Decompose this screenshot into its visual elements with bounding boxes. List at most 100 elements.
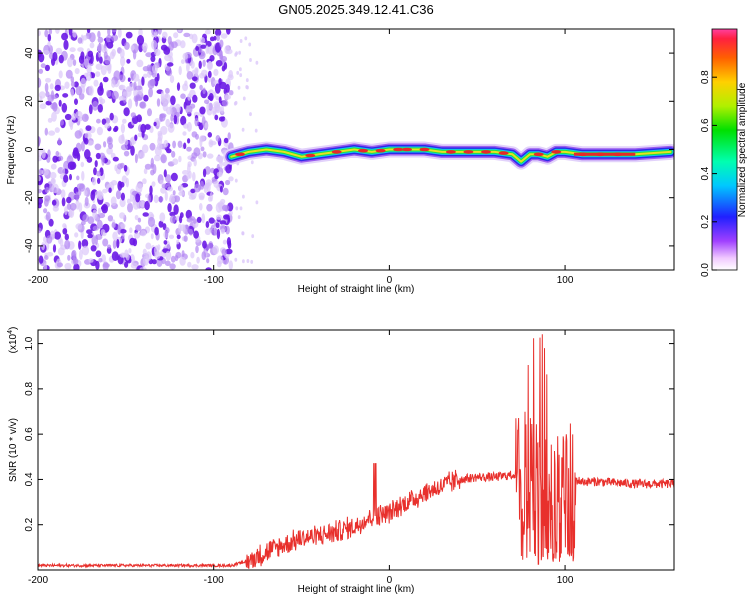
noise-point: [146, 70, 152, 78]
noise-point: [219, 220, 227, 225]
noise-point: [74, 232, 79, 238]
noise-point: [224, 94, 231, 100]
noise-point: [217, 255, 224, 265]
noise-point: [136, 59, 144, 68]
noise-point: [118, 134, 125, 144]
noise-point: [215, 222, 220, 229]
ridge-hotspot: [358, 148, 368, 153]
noise-point: [41, 168, 49, 176]
noise-point: [141, 42, 148, 51]
noise-point: [222, 239, 227, 245]
signal-ridge: [223, 141, 674, 170]
noise-point: [85, 133, 89, 139]
noise-point: [190, 188, 196, 194]
noise-point: [48, 29, 53, 35]
noise-point: [124, 249, 129, 258]
noise-point: [199, 84, 203, 91]
noise-point: [65, 69, 73, 79]
colorbar-tick-label: 0.2: [700, 214, 711, 228]
noise-point: [199, 72, 205, 79]
noise-point: [183, 235, 188, 243]
noise-point: [153, 121, 157, 127]
noise-point: [216, 171, 223, 178]
noise-point: [187, 138, 191, 144]
noise-point: [106, 246, 112, 254]
noise-point: [226, 29, 231, 35]
noise-point: [120, 123, 125, 134]
noise-point: [103, 141, 107, 148]
noise-point: [124, 139, 129, 146]
noise-point: [182, 224, 186, 234]
noise-point: [120, 56, 126, 67]
noise-point: [74, 68, 80, 75]
noise-point: [95, 71, 101, 77]
colorbar-tick-label: 0.6: [700, 118, 711, 132]
noise-point: [130, 145, 135, 156]
noise-point: [54, 231, 61, 240]
noise-point: [119, 229, 127, 234]
noise-point: [215, 95, 220, 101]
noise-point: [82, 214, 90, 223]
noise-point: [75, 110, 83, 119]
noise-point: [143, 73, 148, 79]
noise-point: [110, 180, 118, 186]
noise-point: [208, 241, 214, 250]
noise-point: [38, 227, 42, 234]
noise-point: [127, 202, 133, 213]
y-tick-label: 0.2: [24, 517, 35, 531]
noise-point: [67, 161, 75, 170]
noise-point: [237, 215, 241, 220]
noise-point: [242, 259, 245, 264]
noise-point: [215, 135, 221, 142]
noise-point: [96, 43, 104, 52]
noise-point: [54, 84, 61, 92]
noise-point: [211, 230, 216, 236]
noise-point: [241, 231, 245, 236]
noise-point: [169, 215, 176, 224]
noise-point: [126, 58, 131, 64]
noise-point: [220, 105, 225, 114]
noise-point: [86, 156, 93, 163]
noise-point: [149, 142, 156, 151]
noise-point: [130, 112, 136, 118]
noise-point: [206, 102, 210, 112]
noise-point: [186, 71, 193, 80]
noise-point: [228, 70, 233, 78]
noise-point: [153, 194, 159, 204]
noise-point: [129, 237, 136, 246]
y-tick-label: -40: [24, 238, 35, 253]
noise-point: [102, 263, 110, 268]
noise-point: [63, 39, 69, 51]
noise-point: [132, 49, 137, 60]
snr-scale-prefix: (x10: [8, 333, 19, 353]
ridge-hotspot: [375, 148, 386, 153]
noise-point: [58, 155, 64, 161]
ridge-hotspot: [551, 150, 562, 154]
noise-point: [202, 240, 207, 249]
noise-point: [87, 50, 94, 58]
colorbar: 0.0 0.2 0.4 0.6 0.8 Normalized spectral ampl…: [700, 28, 748, 277]
noise-point: [223, 87, 227, 95]
noise-point: [107, 215, 114, 222]
noise-point: [152, 164, 157, 174]
noise-point: [71, 250, 76, 261]
noise-point: [69, 122, 74, 130]
noise-point: [207, 70, 212, 78]
noise-point: [175, 251, 182, 259]
noise-point: [137, 183, 144, 188]
noise-point: [135, 193, 141, 203]
noise-point: [179, 215, 183, 224]
noise-point: [154, 48, 161, 57]
noise-point: [127, 77, 131, 82]
noise-point: [117, 163, 123, 170]
noise-point: [172, 158, 179, 165]
noise-point: [135, 96, 139, 107]
noise-point: [215, 60, 223, 67]
noise-point: [58, 54, 64, 64]
noise-point: [86, 229, 93, 235]
noise-scatter: [38, 29, 259, 270]
noise-point: [51, 183, 59, 194]
noise-point: [117, 225, 121, 235]
noise-point: [188, 228, 193, 236]
